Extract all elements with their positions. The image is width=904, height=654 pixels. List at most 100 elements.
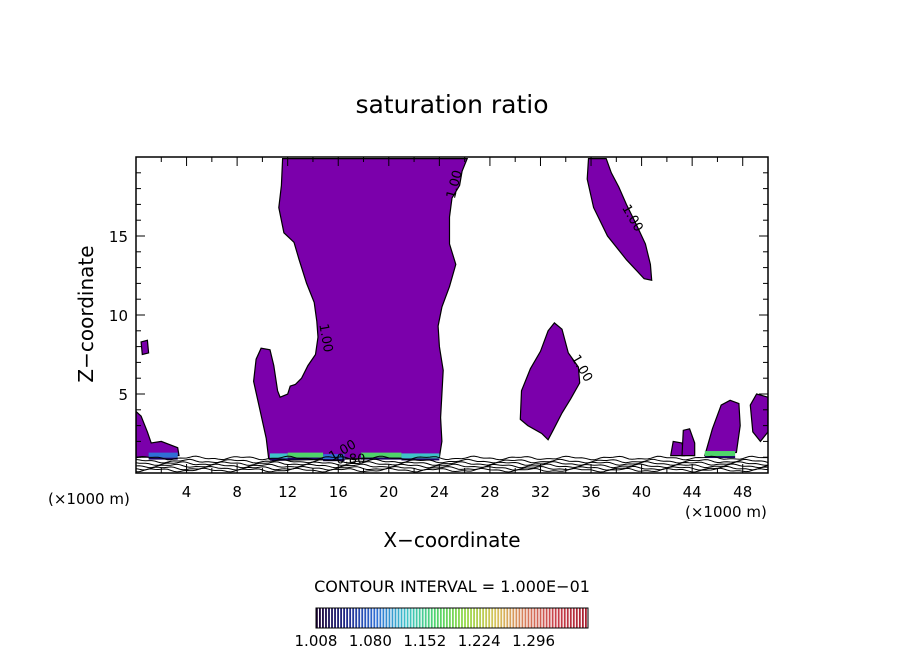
colorbar-tick-label: 1.080	[349, 632, 392, 650]
colorbar-stripe	[584, 608, 587, 628]
colorbar-stripe	[491, 608, 494, 628]
colorbar-stripe	[542, 608, 545, 628]
colorbar-stripe	[415, 608, 418, 628]
colorbar-stripe	[448, 608, 451, 628]
colorbar-stripe	[554, 608, 557, 628]
colorbar-stripe	[533, 608, 536, 628]
x-unit-left: (×1000 m)	[48, 490, 130, 508]
colorbar-stripe	[560, 608, 563, 628]
colorbar-stripe	[494, 608, 497, 628]
colorbar-stripe	[563, 608, 566, 628]
colorbar-stripe	[427, 608, 430, 628]
x-tick-label: 44	[683, 483, 702, 501]
band-0	[148, 452, 178, 458]
contour-label-2: 1.00	[315, 323, 335, 354]
colorbar-stripe	[442, 608, 445, 628]
colorbar-stripe	[515, 608, 518, 628]
colorbar-stripe	[388, 608, 391, 628]
band-edge-6	[704, 456, 736, 459]
colorbar-stripe	[464, 608, 466, 628]
band-3	[323, 454, 345, 460]
colorbar-stripe	[482, 608, 485, 628]
colorbar-stripe	[569, 608, 572, 628]
colorbar-stripe	[373, 608, 376, 628]
colorbar-stripe	[470, 608, 472, 628]
colorbar-stripe	[370, 608, 373, 628]
colorbar-stripe	[385, 608, 388, 628]
colorbar-stripe	[461, 608, 463, 628]
colorbar-stripe	[379, 608, 382, 628]
colorbar-stripe	[536, 608, 539, 628]
colorbar-stripe	[488, 608, 491, 628]
colorbar-frame	[315, 607, 589, 629]
colorbar-stripe	[575, 608, 578, 628]
region-left-edge-upper	[140, 339, 150, 356]
colorbar-stripe	[581, 608, 584, 628]
colorbar-stripe	[343, 608, 346, 628]
region-central-column	[252, 158, 469, 462]
colorbar-stripe	[578, 608, 581, 628]
colorbar-stripe	[439, 608, 442, 628]
colorbar-stripe	[319, 608, 321, 628]
region-right-edge-bump-2	[681, 428, 696, 457]
colorbar-stripe	[328, 608, 330, 628]
colorbar-stripe	[566, 608, 569, 628]
colorbar-stripe	[539, 608, 542, 628]
colorbar-stripe	[433, 608, 436, 628]
colorbar-stripe	[397, 608, 400, 628]
colorbar-stripe	[527, 608, 530, 628]
x-tick-label: 12	[278, 483, 297, 501]
colorbar-stripe	[506, 608, 509, 628]
x-tick-label: 20	[379, 483, 398, 501]
band-1	[269, 453, 288, 459]
colorbar-stripe	[548, 608, 551, 628]
colorbar-stripe	[500, 608, 503, 628]
surface-contour-lines	[136, 455, 768, 473]
colorbar-stripe	[503, 608, 506, 628]
colorbar-stripe	[524, 608, 527, 628]
surface-line-1	[136, 458, 768, 464]
colorbar-stripe	[509, 608, 512, 628]
colorbar-stripe	[557, 608, 560, 628]
colorbar-stripe	[458, 608, 460, 628]
colorbar-stripe	[322, 608, 324, 628]
colorbar-stripe	[452, 608, 454, 628]
y-axis-ticks: 5 10 15	[109, 156, 768, 474]
colorbar-stripe	[403, 608, 406, 628]
region-right-blob	[519, 322, 581, 441]
colorbar-stripe	[340, 608, 342, 628]
x-tick-label: 8	[232, 483, 242, 501]
colorbar-ticks: 1.008 1.080 1.152 1.224 1.296	[295, 632, 556, 650]
colorbar-stripe	[512, 608, 515, 628]
colorbar-stripe	[406, 608, 409, 628]
colorbar-stripe	[316, 608, 318, 628]
x-tick-label: 24	[430, 483, 449, 501]
band-6	[704, 451, 736, 457]
filled-regions	[136, 158, 768, 462]
plot-background	[136, 157, 768, 473]
colorbar-tick-label: 1.224	[458, 632, 501, 650]
colorbar-stripe	[545, 608, 548, 628]
x-axis-label: X−coordinate	[383, 528, 520, 552]
contour-label-5: 0.80	[336, 453, 365, 468]
colorbar-stripe	[497, 608, 500, 628]
region-left-edge-lower	[136, 410, 180, 458]
colorbar-stripe	[346, 608, 349, 628]
colorbar-stripe	[430, 608, 433, 628]
region-right-edge-corner	[749, 393, 768, 443]
colorbar-tick-label: 1.296	[512, 632, 555, 650]
region-upper-right-tongue	[586, 158, 653, 281]
colorbar-stripe	[473, 608, 475, 628]
colorbar-stripe	[476, 608, 478, 628]
x-tick-label: 36	[581, 483, 600, 501]
colorbar-stripe	[391, 608, 394, 628]
colorbar-stripe	[337, 608, 339, 628]
surface-line-0	[136, 455, 768, 461]
colorbar-stripe	[521, 608, 524, 628]
colorbar-stripe	[409, 608, 412, 628]
contour-interval-text: CONTOUR INTERVAL = 1.000E−01	[314, 577, 590, 596]
y-tick-label: 10	[109, 307, 128, 325]
colorbar-stripe	[421, 608, 424, 628]
contour-label-0: 1.00	[444, 169, 466, 201]
